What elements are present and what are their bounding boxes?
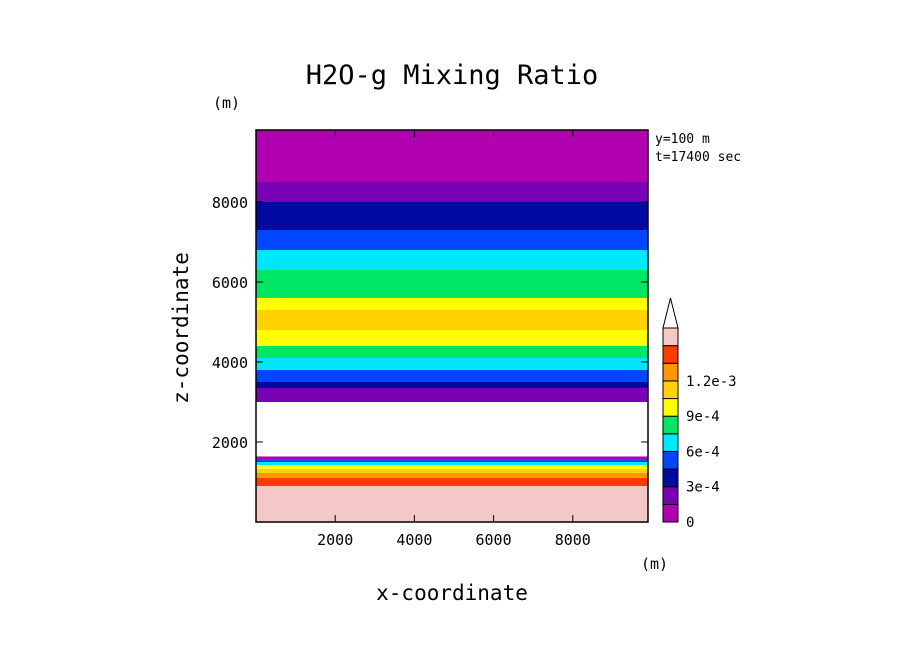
colorbar-swatch-2 [662, 468, 679, 488]
axis-ticks: 2000 4000 6000 8000 2000 4000 6000 8000 [212, 130, 648, 549]
x-axis-label: x-coordinate [376, 581, 528, 605]
y-tick-label: 2000 [212, 434, 248, 452]
contour-layer-14 [256, 330, 648, 346]
contour-layer-20 [256, 202, 648, 230]
y-unit-label: (m) [213, 94, 240, 112]
contour-layer-4 [256, 465, 648, 469]
y-tick-label: 8000 [212, 194, 248, 212]
y-tick-label: 4000 [212, 354, 248, 372]
contour-layer-10 [256, 382, 648, 388]
contour-layer-11 [256, 370, 648, 382]
colorbar-swatch-4 [662, 433, 679, 452]
colorbar-swatch-1 [662, 486, 679, 505]
colorbar-tick-label: 3e-4 [686, 480, 720, 496]
colorbar-extend-arrow [662, 297, 679, 329]
x-tick-label: 6000 [476, 531, 512, 549]
y-tick-label: 6000 [212, 274, 248, 292]
colorbar-swatch-9 [662, 345, 679, 364]
colorbar-tick-label: 6e-4 [686, 444, 720, 460]
colorbar-tick-label: 9e-4 [686, 409, 720, 425]
x-tick-label: 2000 [317, 531, 353, 549]
contour-layer-2 [256, 472, 648, 478]
contour-layer-16 [256, 298, 648, 310]
chart-title: H2O-g Mixing Ratio [306, 60, 599, 91]
contour-layer-22 [256, 130, 648, 182]
contour-layer-8 [256, 402, 648, 457]
contour-layer-17 [256, 270, 648, 298]
plot-frame [255, 129, 649, 523]
contour-layer-13 [256, 346, 648, 358]
annotation-line-1: y=100 m [655, 132, 710, 147]
x-tick-label: 4000 [396, 531, 432, 549]
x-unit-label: (m) [641, 555, 668, 573]
contour-layer-3 [256, 468, 648, 473]
contour-layer-19 [256, 230, 648, 250]
x-tick-label: 8000 [555, 531, 591, 549]
colorbar-tick-label: 1.2e-3 [686, 374, 737, 390]
colorbar-swatch-3 [662, 450, 679, 470]
annotation-line-2: t=17400 sec [655, 150, 741, 165]
colorbar-swatch-0 [662, 503, 679, 523]
colorbar-swatch-7 [662, 380, 679, 400]
contour-layer-9 [256, 388, 648, 402]
contour-layer-5 [256, 462, 648, 466]
contour-layer-1 [256, 478, 648, 486]
contour-layer-7 [256, 456, 648, 460]
contour-layer-15 [256, 310, 648, 330]
y-axis-label: z-coordinate [169, 252, 193, 404]
colorbar: 0 3e-4 6e-4 9e-4 1.2e-3 [662, 297, 737, 531]
colorbar-swatch-10 [662, 327, 679, 347]
contour-layer-6 [256, 459, 648, 462]
contour-layer-12 [256, 358, 648, 370]
colorbar-swatch-5 [662, 415, 679, 435]
contour-layer-18 [256, 250, 648, 270]
contour-layer-0 [256, 486, 648, 522]
colorbar-swatch-6 [662, 398, 679, 417]
colorbar-tick-label: 0 [686, 515, 694, 531]
contour-layer-21 [256, 182, 648, 202]
colorbar-swatch-8 [662, 362, 679, 382]
contour-layers [256, 130, 648, 522]
